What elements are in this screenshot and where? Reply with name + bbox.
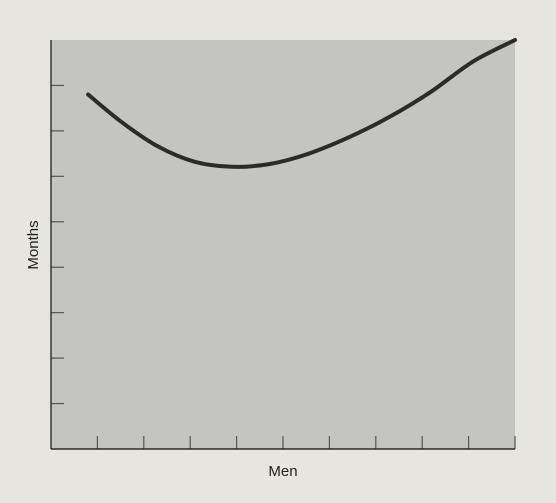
- x-ticks: [96, 436, 516, 449]
- y-axis-label: Months: [25, 220, 42, 269]
- series-line: [86, 38, 517, 169]
- y-ticks: [51, 84, 64, 405]
- plot-area: [51, 40, 515, 449]
- x-axis-label: Men: [268, 463, 297, 480]
